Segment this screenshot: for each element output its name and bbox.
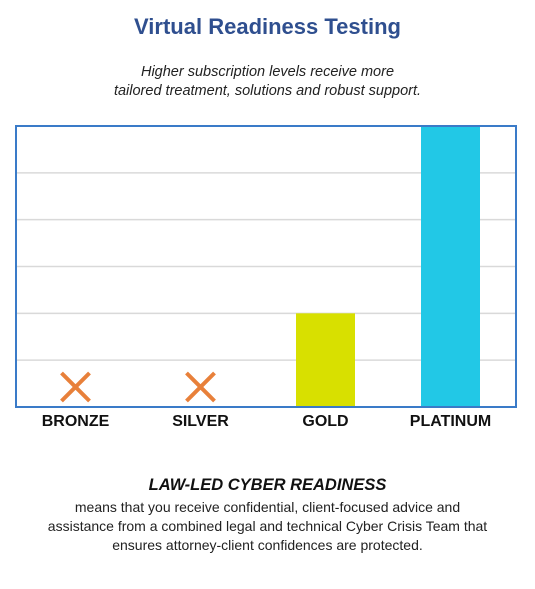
bar-gold xyxy=(296,313,355,407)
subtitle-line-1: Higher subscription levels receive more xyxy=(140,64,395,80)
bar-chart: BRONZE SILVER GOLD PLATINUM xyxy=(15,125,517,430)
subtitle-line-2: tailored treatment, solutions and robust… xyxy=(113,83,422,99)
bar-platinum xyxy=(421,126,480,407)
x-tick-label-gold: GOLD xyxy=(302,413,348,430)
chart-title: Virtual Readiness Testing xyxy=(134,14,401,39)
cross-marker-bronze-b xyxy=(60,371,91,403)
plot-frame xyxy=(15,125,517,408)
cross-marker-silver-b xyxy=(185,371,216,403)
footer-heading: LAW-LED CYBER READINESS xyxy=(148,476,387,494)
chart-subtitle: Higher subscription levels receive more … xyxy=(0,63,535,101)
x-tick-label-silver: SILVER xyxy=(172,413,229,430)
x-tick-label-bronze: BRONZE xyxy=(42,413,110,430)
x-tick-label-platinum: PLATINUM xyxy=(410,413,491,430)
footer-body: means that you receive confidential, cli… xyxy=(47,499,488,553)
